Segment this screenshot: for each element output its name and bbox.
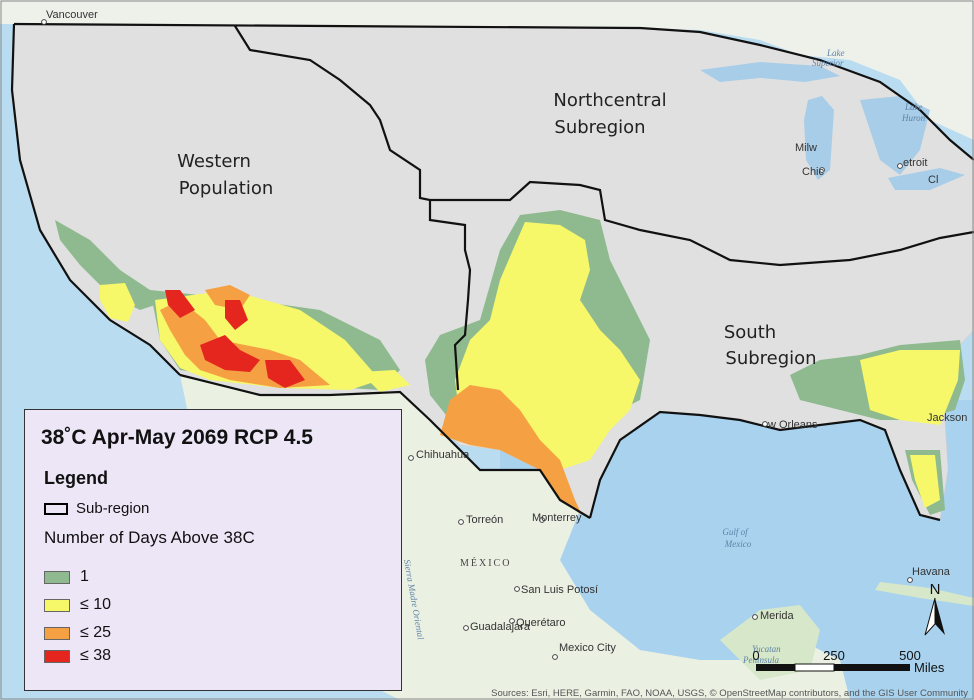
place-label-yucatan-2: Peninsula [742,655,779,665]
subregion-boundaries [10,22,974,522]
water-label-gulf-2: Mexico [724,539,752,549]
legend-swatch [44,570,70,584]
water-label-gulf-1: Gulf of [722,527,749,537]
legend-item-subregion: Sub-region [44,500,149,517]
place-dot-mexico-city [552,654,558,660]
place-dot-havana [907,577,913,583]
region-label-south-1: South [724,322,776,343]
place-label-san-luis-potosi: San Luis Potosí [521,584,598,596]
place-label-mexico: MÉXICO [460,557,511,569]
place-label-vancouver: Vancouver [46,9,98,21]
scale-unit: Miles [914,660,945,675]
legend-item-label: 1 [80,568,89,585]
region-label-northcentral-1: Northcentral [553,90,666,111]
place-label-chihuahua: Chihuahua [416,449,470,461]
water-label-lake-huron-2: Huron [901,113,926,123]
region-label-western-2: Population [179,178,274,199]
region-label-south-2: Subregion [725,348,816,369]
place-label-monterrey: Monterrey [532,512,582,524]
legend-item-level-38: ≤ 38 [44,647,111,665]
cuba-land [875,582,974,606]
water-label-lake-superior-1: Lake [826,48,845,58]
place-dot-chihuahua [408,455,414,461]
north-arrow-icon: N [924,581,945,636]
place-markers [41,19,913,660]
lake-huron [860,96,930,175]
place-label-new-orleans: w Orleans [767,419,818,431]
legend-swatch [44,626,70,640]
place-label-detroit: etroit [903,157,927,169]
region-label-northcentral-2: Subregion [554,117,645,138]
place-label-chicago: Chic [802,166,825,178]
place-label-merida: Merida [760,610,795,622]
lake-erie [888,168,965,190]
place-label-queretaro: Querétaro [516,617,566,629]
place-dot-torreon [458,519,464,525]
place-dot-chicago [819,167,825,173]
place-label-cleveland: Cl [928,174,938,186]
place-dot-monterrey [539,517,545,523]
legend-heading: Legend [44,468,109,488]
scale-tick-250: 250 [823,648,845,663]
scale-bar: 0 250 500 Miles [752,648,945,675]
yucatan-land [720,605,820,680]
water-label-lake-huron-1: Lake [904,102,923,112]
place-label-milwaukee: Milw [795,142,817,154]
place-label-torreon: Torreón [466,514,503,526]
legend-panel: 38˚C Apr-May 2069 RCP 4.5 Legend Sub-reg… [24,409,402,691]
place-dot-vancouver [41,19,47,25]
heat-zones [55,210,965,515]
place-dot-merida [752,614,758,620]
water-label-lake-superior-2: Superior [812,58,844,68]
north-arrow-label: N [930,581,941,598]
scale-tick-0: 0 [752,648,759,663]
place-dot-detroit [897,163,903,169]
legend-item-label: ≤ 10 [80,596,112,613]
place-dot-guadalajara [463,625,469,631]
place-label-yucatan-1: Yucatan [752,644,781,654]
place-dot-new-orleans [762,421,768,427]
place-label-havana: Havana [912,566,951,578]
subregion-swatch [44,502,68,515]
lake-michigan [804,96,834,180]
scale-tick-500: 500 [899,648,921,663]
place-dot-san-luis-potosi [514,586,520,592]
legend-item-label: ≤ 38 [80,647,112,664]
lake-superior [700,62,840,82]
place-dot-queretaro [509,618,515,624]
legend-item-level-10: ≤ 10 [44,596,111,614]
legend-days-heading: Number of Days Above 38C [44,528,255,547]
map-title: 38˚C Apr-May 2069 RCP 4.5 [41,426,313,449]
place-label-guadalajara: Guadalajara [470,621,531,633]
legend-item-level-25: ≤ 25 [44,624,111,642]
legend-item-label: Sub-region [76,500,150,517]
legend-swatch [44,649,70,663]
canada-land [0,0,974,140]
legend-swatch [44,598,70,612]
place-label-jacksonville: Jackson [927,412,967,424]
legend-item-label: ≤ 25 [80,624,112,641]
region-label-western-1: Western [177,151,251,172]
place-label-mexico-city: Mexico City [559,642,616,654]
attribution-text: Sources: Esri, HERE, Garmin, FAO, NOAA, … [491,688,968,699]
legend-item-level-1: 1 [44,568,89,586]
